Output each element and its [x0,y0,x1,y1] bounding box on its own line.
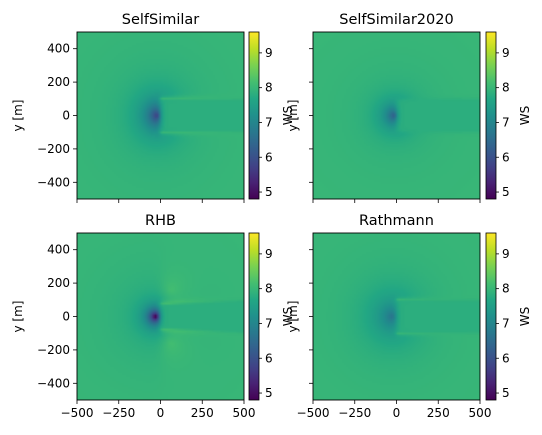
colorbar-label: WS [518,106,532,125]
panel-title: SelfSimilar2020 [339,12,453,28]
colorbar-tick-label: 5 [502,185,510,199]
x-tick-label: 500 [233,406,256,420]
x-tick-label: 0 [157,406,165,420]
y-tick-label: 200 [47,75,70,89]
colorbar-tick-label: 9 [265,247,273,261]
panel-title: RHB [145,213,176,229]
colorbar-tick-label: 5 [502,386,510,400]
y-tick-label: −200 [37,343,70,357]
x-tick-label: −250 [338,406,371,420]
colorbar-label: WS [281,307,295,326]
colorbar-tick-label: 7 [265,115,273,129]
y-axis-label: y [m] [11,100,25,132]
y-tick-label: −400 [37,376,70,390]
colorbar-tick-label: 8 [502,282,510,296]
y-tick-label: 0 [62,109,70,123]
y-axis-label: y [m] [286,301,300,333]
x-tick-label: 250 [427,406,450,420]
colorbar-tick-label: 6 [265,150,273,164]
colorbar-tick-label: 8 [265,81,273,95]
colorbar-tick-label: 6 [502,351,510,365]
x-tick-label: −500 [297,406,330,420]
panel-rathmann: Rathmann −500 −250 0 250 500 y [m] 5 6 7 8 9 WS [286,213,532,420]
heatmap-field [77,233,244,400]
heatmap-field [313,32,480,199]
y-tick-label: 400 [47,243,70,257]
colorbar [485,232,497,401]
x-tick-label: −250 [102,406,135,420]
colorbar-tick-label: 6 [265,351,273,365]
colorbar-tick-label: 7 [502,316,510,330]
heatmap-field [77,32,244,199]
colorbar-tick-label: 5 [265,185,273,199]
panel-rhb: RHB −500 −250 0 250 500 −400 −200 0 200 400 y [m] 5 6… [11,213,295,420]
y-tick-label: −200 [37,142,70,156]
colorbar-label: WS [281,106,295,125]
colorbar [248,31,260,200]
x-tick-label: 0 [393,406,401,420]
heatmap-field [313,233,480,400]
colorbar-label: WS [518,307,532,326]
colorbar [248,232,260,401]
colorbar-tick-label: 7 [265,316,273,330]
panel-selfsimilar: SelfSimilar −400 −200 0 200 400 y [m] 5 6 7 8 9 WS [11,12,295,203]
x-tick-label: 500 [469,406,492,420]
y-tick-label: 0 [62,310,70,324]
colorbar-tick-label: 7 [502,115,510,129]
colorbar-tick-label: 6 [502,150,510,164]
colorbar [485,31,497,200]
colorbar-tick-label: 9 [265,46,273,60]
panel-title: Rathmann [359,213,434,229]
colorbar-tick-label: 9 [502,46,510,60]
panel-title: SelfSimilar [122,12,200,28]
x-tick-label: 250 [191,406,214,420]
colorbar-tick-label: 8 [265,282,273,296]
y-tick-label: −400 [37,175,70,189]
y-tick-label: 200 [47,276,70,290]
y-axis-label: y [m] [11,301,25,333]
panel-selfsimilar2020: SelfSimilar2020 y [m] 5 6 7 8 9 WS [286,12,532,203]
y-tick-label: 400 [47,42,70,56]
colorbar-tick-label: 5 [265,386,273,400]
colorbar-tick-label: 9 [502,247,510,261]
y-axis-label: y [m] [286,100,300,132]
colorbar-tick-label: 8 [502,81,510,95]
x-tick-label: −500 [61,406,94,420]
